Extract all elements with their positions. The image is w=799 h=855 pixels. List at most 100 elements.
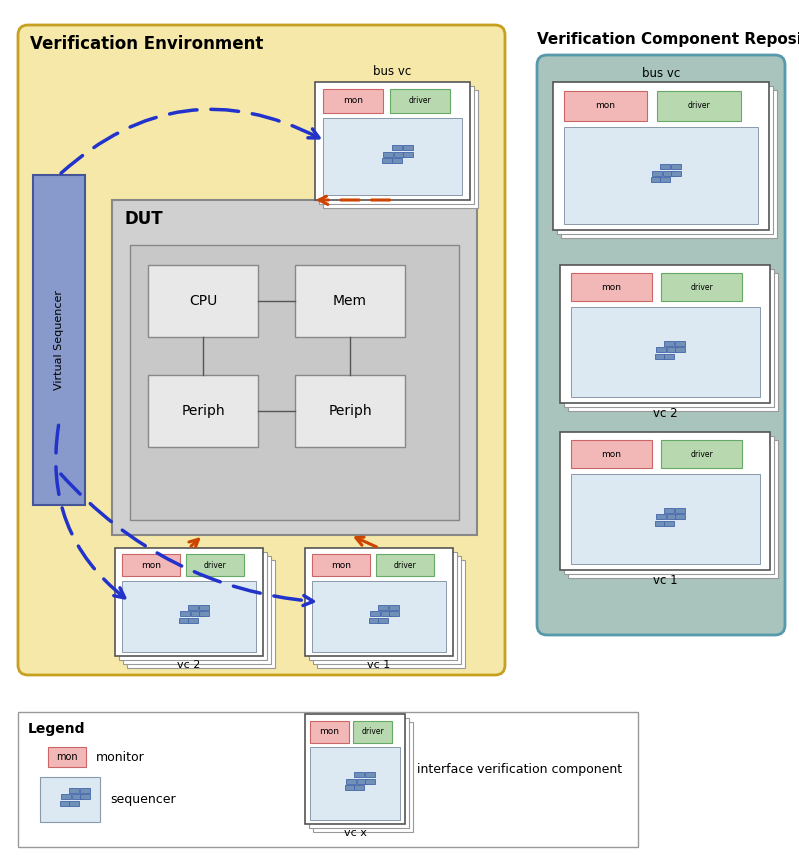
Text: driver: driver	[394, 561, 416, 570]
Bar	[40, 777, 100, 822]
Bar	[186, 555, 244, 576]
FancyArrowPatch shape	[61, 474, 313, 605]
Bar	[313, 722, 413, 832]
Bar	[390, 89, 450, 113]
Bar	[305, 548, 453, 656]
Bar	[389, 604, 400, 610]
Bar	[564, 269, 774, 407]
FancyBboxPatch shape	[537, 55, 785, 635]
Text: mon: mon	[141, 561, 161, 570]
Text: bus vc: bus vc	[373, 65, 411, 78]
Bar	[323, 118, 463, 195]
Bar	[661, 177, 670, 182]
Bar	[178, 618, 189, 623]
Bar	[654, 521, 665, 526]
Bar	[189, 604, 198, 610]
Bar	[376, 555, 434, 576]
Bar	[81, 794, 90, 799]
Text: driver: driver	[204, 561, 226, 570]
Text: bus vc: bus vc	[642, 67, 680, 80]
Bar	[365, 772, 376, 777]
Text: CPU: CPU	[189, 294, 217, 308]
Text: mon: mon	[601, 450, 621, 458]
Bar	[665, 354, 674, 359]
Text: Periph: Periph	[181, 404, 225, 418]
Bar	[310, 721, 348, 743]
Bar	[394, 151, 404, 156]
Bar	[60, 801, 70, 806]
Text: Mem: Mem	[333, 294, 367, 308]
Text: driver: driver	[690, 283, 714, 292]
Bar	[553, 82, 769, 230]
Bar	[148, 265, 258, 337]
Bar	[560, 265, 770, 403]
Bar	[675, 341, 686, 345]
Bar	[148, 375, 258, 447]
Bar	[200, 611, 209, 616]
Bar	[356, 779, 367, 784]
Bar	[122, 555, 180, 576]
Bar	[70, 787, 79, 793]
Bar	[344, 785, 355, 790]
Bar	[130, 245, 459, 520]
Bar	[561, 90, 777, 238]
Text: vc 2: vc 2	[177, 660, 201, 670]
Bar	[191, 611, 201, 616]
Bar	[312, 581, 446, 652]
Bar	[305, 714, 405, 824]
Bar	[654, 354, 665, 359]
Text: sequencer: sequencer	[110, 793, 176, 805]
Text: vc 2: vc 2	[653, 407, 678, 420]
Bar	[560, 432, 770, 570]
Bar	[564, 91, 647, 121]
Bar	[675, 515, 686, 519]
Bar	[368, 618, 379, 623]
Text: mon: mon	[595, 101, 615, 110]
Bar	[564, 436, 774, 574]
Text: vc 1: vc 1	[653, 574, 678, 587]
Bar	[564, 127, 758, 224]
Bar	[18, 712, 638, 847]
FancyArrowPatch shape	[189, 540, 198, 549]
Bar	[382, 158, 392, 163]
Text: mon: mon	[320, 728, 340, 736]
Bar	[570, 307, 760, 398]
Bar	[295, 375, 405, 447]
Bar	[313, 556, 461, 664]
Bar	[48, 747, 86, 767]
Text: mon: mon	[56, 752, 78, 762]
Bar	[123, 556, 271, 664]
Bar	[70, 801, 79, 806]
Bar	[570, 274, 652, 301]
Bar	[380, 611, 391, 616]
Bar	[379, 618, 388, 623]
Text: Verification Component Repository: Verification Component Repository	[537, 32, 799, 47]
Bar	[319, 86, 474, 204]
Bar	[389, 611, 400, 616]
Text: driver: driver	[690, 450, 714, 458]
Text: Verification Environment: Verification Environment	[30, 35, 264, 53]
Bar	[353, 721, 392, 743]
Bar	[323, 89, 383, 113]
Bar	[666, 515, 677, 519]
Bar	[403, 151, 413, 156]
Text: vc x: vc x	[344, 828, 367, 838]
Bar	[656, 515, 666, 519]
Text: vc 1: vc 1	[368, 660, 391, 670]
Bar	[675, 508, 686, 513]
Bar	[392, 145, 402, 150]
Bar	[650, 177, 661, 182]
Bar	[370, 611, 380, 616]
Text: mon: mon	[331, 561, 351, 570]
Bar	[355, 785, 364, 790]
Bar	[379, 604, 388, 610]
Bar	[122, 581, 256, 652]
Text: interface verification component: interface verification component	[417, 763, 622, 775]
Bar	[312, 555, 370, 576]
Text: Legend: Legend	[28, 722, 85, 736]
Text: monitor: monitor	[96, 751, 145, 764]
Bar	[112, 200, 477, 535]
Bar	[665, 341, 674, 345]
Bar	[61, 794, 70, 799]
FancyBboxPatch shape	[18, 25, 505, 675]
